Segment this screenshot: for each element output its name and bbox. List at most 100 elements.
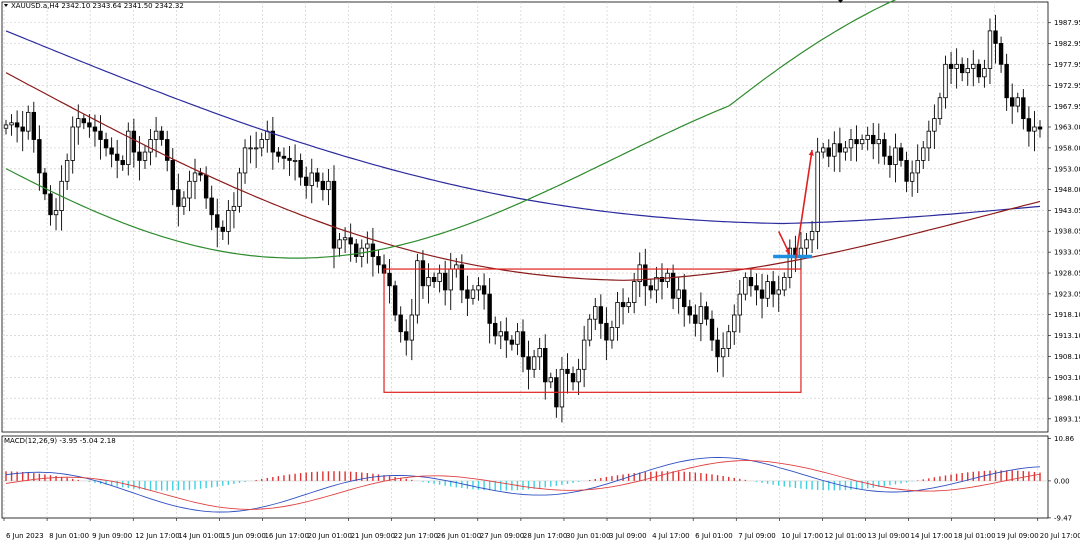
- y-tick-label: 1967.95: [1054, 103, 1080, 111]
- candle-body: [153, 130, 159, 140]
- candle-body: [98, 130, 103, 140]
- candle-body: [303, 176, 309, 186]
- candle-body: [76, 118, 81, 128]
- candle-body: [743, 277, 748, 295]
- candle-body: [31, 111, 36, 140]
- candle-body: [570, 373, 576, 383]
- candle-body: [159, 130, 164, 140]
- candle-body: [770, 281, 776, 295]
- candle-body: [476, 285, 481, 291]
- candle-body: [643, 264, 648, 287]
- candle-body: [682, 289, 687, 308]
- candle-body: [520, 331, 526, 358]
- candle-body: [342, 237, 348, 241]
- candle-body: [242, 147, 248, 174]
- candle-body: [292, 160, 298, 162]
- candle-body: [26, 111, 31, 132]
- candle-body: [398, 314, 403, 333]
- candle-body: [648, 285, 654, 291]
- candle-body: [637, 264, 642, 282]
- y-tick-label: 1982.95: [1054, 40, 1080, 48]
- candle-body: [915, 160, 920, 174]
- candle-body: [921, 147, 926, 161]
- candle-body: [126, 130, 131, 165]
- candle-body: [693, 314, 698, 324]
- candle-body: [837, 143, 843, 153]
- x-tick-label: 20 Jun 01:00: [308, 532, 352, 540]
- candle-body: [754, 285, 759, 291]
- candle-body: [898, 147, 904, 161]
- candle-body: [843, 147, 848, 153]
- candle-body: [948, 63, 954, 69]
- y-tick-label: 1958.00: [1054, 144, 1080, 152]
- x-tick-label: 6 Jul 01:00: [695, 532, 733, 540]
- candle-body: [142, 151, 148, 161]
- candle-body: [581, 339, 587, 370]
- symbol-header: XAUUSD.a,H4 2342.10 2343.64 2341.50 2342…: [11, 2, 184, 10]
- candle-body: [748, 277, 754, 287]
- y-tick-label: 1948.00: [1054, 186, 1080, 194]
- candle-body: [1032, 126, 1037, 132]
- signal-line: [5, 460, 1041, 510]
- candle-body: [848, 139, 854, 149]
- candle-body: [231, 205, 237, 211]
- candle-body: [64, 160, 70, 182]
- candle-body: [81, 118, 87, 124]
- x-tick-label: 27 Jun 09:00: [480, 532, 524, 540]
- y-tick-label: 1987.95: [1054, 19, 1080, 27]
- candle-body: [331, 180, 337, 249]
- candle-body: [20, 126, 25, 132]
- candle-body: [203, 174, 209, 199]
- candle-body: [309, 172, 314, 186]
- y-tick-label: 1898.10: [1054, 395, 1080, 403]
- candle-body: [87, 122, 92, 128]
- candle-body: [470, 289, 476, 299]
- candle-body: [876, 139, 881, 145]
- candle-body: [459, 264, 465, 291]
- candle-body: [315, 172, 320, 182]
- candle-body: [1004, 63, 1009, 99]
- candle-body: [620, 302, 626, 308]
- candle-body: [376, 256, 381, 266]
- candle-body: [782, 277, 787, 291]
- candle-body: [70, 126, 75, 161]
- candle-body: [387, 272, 392, 287]
- x-tick-label: 6 Jun 2023: [6, 532, 44, 540]
- candle-body: [593, 306, 598, 320]
- candle-body: [670, 272, 676, 299]
- candle-body: [493, 322, 498, 337]
- candle-body: [776, 289, 781, 295]
- candle-body: [481, 285, 487, 295]
- candle-body: [9, 122, 14, 126]
- candle-body: [53, 210, 59, 216]
- candle-body: [165, 139, 170, 161]
- y-tick-label: 1903.10: [1054, 374, 1080, 382]
- candle-body: [659, 277, 665, 282]
- main-panel-border: [1, 1, 1049, 433]
- candle-body: [598, 306, 604, 324]
- candle-body: [548, 377, 553, 383]
- x-tick-label: 18 Jul 01:00: [954, 532, 996, 540]
- y-tick-label: 1908.10: [1054, 353, 1080, 361]
- x-tick-label: 8 Jun 01:00: [49, 532, 89, 540]
- candle-body: [982, 68, 987, 78]
- candle-body: [537, 348, 542, 358]
- y-tick-label: 1953.00: [1054, 165, 1080, 173]
- candle-body: [14, 122, 20, 128]
- candle-body: [809, 231, 815, 241]
- candle-body: [893, 147, 898, 165]
- y-tick-label: 1928.05: [1054, 270, 1080, 278]
- candle-body: [882, 139, 887, 157]
- candle-body: [604, 322, 609, 341]
- y-tick-label: 1918.10: [1054, 311, 1080, 319]
- candle-body: [270, 130, 276, 153]
- y-tick-label: 1933.05: [1054, 249, 1080, 257]
- dropdown-icon: [4, 4, 8, 7]
- candle-body: [454, 264, 459, 270]
- candle-body: [259, 139, 264, 149]
- candle-body: [426, 277, 431, 287]
- macd-line: [5, 457, 1041, 513]
- top-marker-icon: [838, 0, 843, 3]
- candle-body: [498, 331, 503, 337]
- candle-body: [715, 339, 720, 358]
